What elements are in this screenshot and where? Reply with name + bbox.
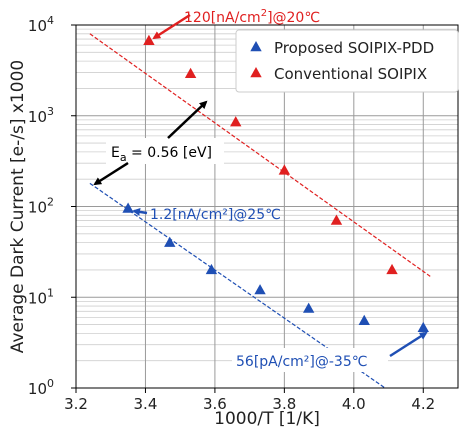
activation-energy-label: Ea = 0.56 [eV]: [111, 145, 212, 164]
fit-line: [89, 33, 431, 277]
y-axis-label: Average Dark Current [e-/s] x1000: [8, 60, 28, 353]
legend-label-proposed: Proposed SOIPIX-PDD: [274, 39, 434, 57]
x-tick-label: 3.8: [272, 395, 296, 413]
annotation-bottom-bg: [232, 348, 388, 372]
data-point-proposed: [205, 263, 218, 275]
y-tick-label: 102: [28, 196, 54, 217]
activation-arrow-down: [93, 161, 129, 186]
data-point-conventional: [330, 214, 343, 225]
x-tick-label: 4.0: [342, 395, 366, 413]
y-tick-label: 104: [28, 14, 54, 35]
fit-lines: [89, 33, 431, 389]
data-point-proposed: [417, 321, 429, 333]
annotation-mid-arrow: [132, 207, 148, 216]
x-tick-label: 3.6: [203, 395, 227, 413]
grid: [75, 25, 458, 389]
data-points: [122, 34, 429, 333]
data-point-proposed: [254, 284, 266, 295]
y-tick-labels: 100 101 102 103 104: [28, 14, 76, 398]
data-point-proposed: [358, 314, 370, 326]
data-point-proposed: [164, 236, 176, 247]
legend: Proposed SOIPIX-PDD Conventional SOIPIX: [235, 29, 459, 93]
data-point-conventional: [278, 164, 291, 175]
annotation-mid: 1.2[nA/cm²]@25℃: [150, 207, 281, 223]
legend-label-conventional: Conventional SOIPIX: [274, 65, 427, 83]
y-tick-label: 103: [28, 105, 54, 126]
annotation-top: 120[nA/cm2]@20℃: [184, 8, 320, 26]
y-tick-label: 101: [28, 286, 54, 307]
data-point-conventional: [230, 116, 242, 127]
activation-energy-bg: [106, 138, 224, 164]
y-tick-label: 100: [28, 377, 54, 398]
legend-marker-proposed: [250, 41, 262, 52]
data-point-conventional: [184, 67, 197, 78]
annotation-bottom-arrow: [389, 331, 428, 358]
x-tick-label: 3.2: [64, 395, 88, 413]
annotation-bottom: 56[pA/cm²]@-35℃: [236, 354, 367, 370]
annotation-top-arrow: [152, 13, 191, 40]
data-point-conventional: [386, 263, 398, 275]
activation-arrow-up: [167, 100, 208, 139]
x-axis-label: 1000/T [1/K]: [214, 409, 320, 429]
data-point-proposed: [122, 202, 134, 213]
x-tick-label: 4.2: [411, 395, 435, 413]
data-point-proposed: [302, 302, 315, 313]
legend-box: [235, 29, 459, 93]
x-tick-labels: 3.2 3.4 3.6 3.8 4.0 4.2: [64, 388, 435, 413]
annotations: 120[nA/cm2]@20℃ 1.2[nA/cm²]@25℃ 56[pA/cm…: [93, 8, 428, 372]
legend-marker-conventional: [250, 67, 262, 78]
data-point-conventional: [143, 34, 155, 45]
x-tick-label: 3.4: [134, 395, 158, 413]
